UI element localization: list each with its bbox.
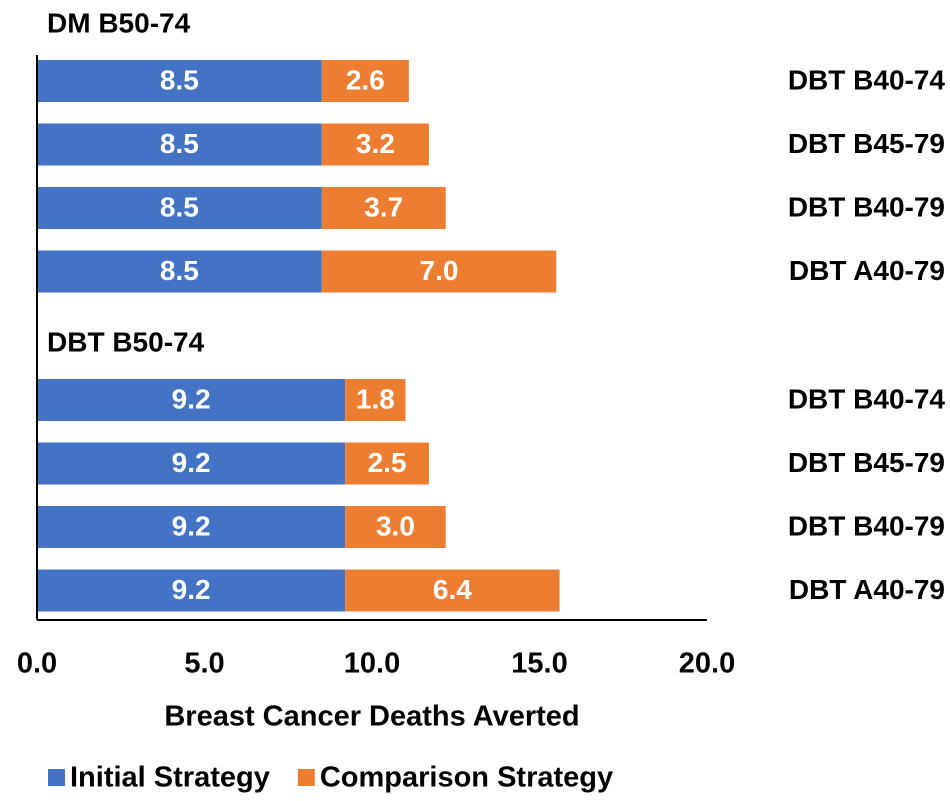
x-tick-label: 0.0 [17,648,57,680]
bar-segment [37,123,322,166]
bar-segment [345,379,406,421]
data-label: 3.0 [376,510,415,541]
category-label: DBT A40-79 [789,574,945,605]
data-label: 9.2 [172,383,211,414]
data-label: 8.5 [160,255,199,286]
data-label: 2.6 [346,64,385,95]
data-label: 6.4 [433,574,472,605]
bar-segment [37,442,346,485]
bar-segment [321,250,557,293]
data-label: 9.2 [172,447,211,478]
bar-segment [345,569,560,612]
data-label: 9.2 [172,510,211,541]
bar-segment [37,250,322,293]
category-label: DBT A40-79 [789,255,945,286]
category-label: DBT B40-74 [788,383,946,414]
x-tick-label: 5.0 [184,648,224,680]
category-label: DBT B40-79 [788,191,945,222]
data-label: 1.8 [356,383,395,414]
bar-segment [321,187,446,229]
group-label: DBT B50-74 [47,326,205,357]
x-tick-label: 10.0 [344,648,400,680]
category-label: DBT B45-79 [788,128,945,159]
bar-segment [37,187,322,229]
bar-segment [37,569,346,612]
x-axis-title: Breast Cancer Deaths Averted [164,701,579,733]
group-label: DM B50-74 [47,7,191,38]
data-label: 2.5 [368,447,407,478]
category-label: DBT B40-79 [788,510,945,541]
data-label: 3.7 [364,191,403,222]
x-tick-label: 20.0 [679,648,735,680]
data-label: 8.5 [160,128,199,159]
bar-segment [321,123,429,166]
data-label: 9.2 [172,574,211,605]
x-tick-label: 15.0 [511,648,567,680]
bar-segment [37,379,346,421]
data-label: 7.0 [420,255,459,286]
bar-segment [345,442,429,485]
bar-segment [37,506,346,548]
category-label: DBT B45-79 [788,447,945,478]
bar-segment [37,60,322,102]
legend-swatch [297,769,315,786]
legend-swatch [48,769,65,786]
legend-label: Comparison Strategy [320,762,613,794]
data-label: 8.5 [160,191,199,222]
bar-segment [321,60,409,102]
category-label: DBT B40-74 [788,64,946,95]
data-label: 8.5 [160,64,199,95]
data-label: 3.2 [356,128,395,159]
bar-segment [345,506,446,548]
legend-label: Initial Strategy [70,762,270,794]
